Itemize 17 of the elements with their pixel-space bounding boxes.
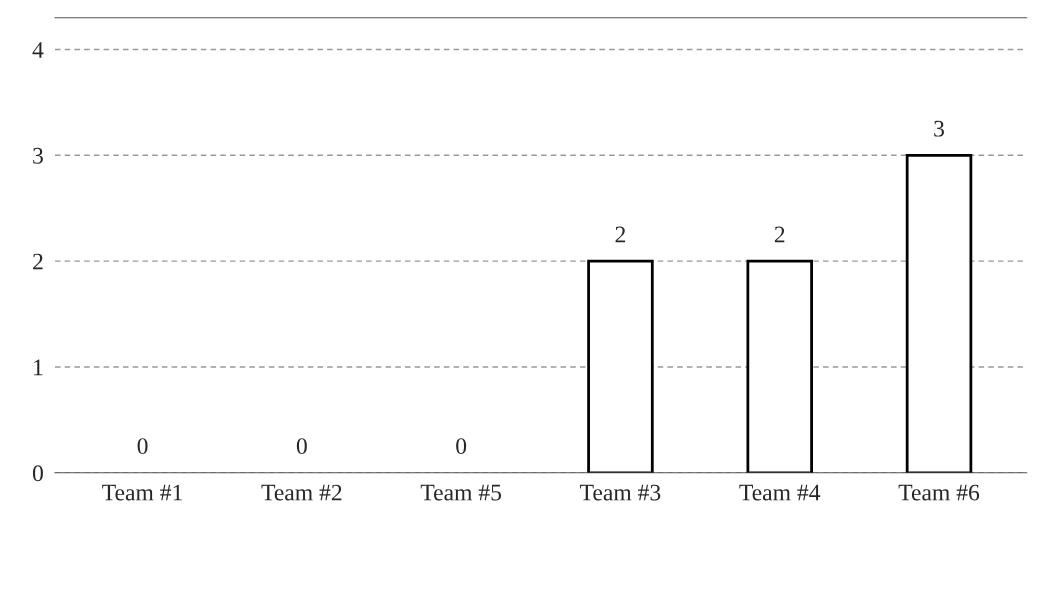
x-tick-label: Team #3 — [580, 484, 661, 501]
y-tick-label: 2 — [33, 253, 43, 270]
data-label: 0 — [137, 438, 148, 455]
x-tick-label: Team #5 — [420, 484, 502, 501]
y-tick-label: 4 — [32, 42, 44, 58]
y-tick-label: 1 — [34, 359, 43, 376]
data-label: 3 — [934, 120, 944, 137]
data-label: 0 — [456, 438, 467, 455]
data-label: 2 — [615, 226, 626, 243]
data-label: 2 — [774, 226, 785, 243]
data-label: 0 — [296, 438, 307, 455]
x-tick-label: Team #4 — [739, 484, 821, 501]
x-tick-label: Team #2 — [261, 484, 342, 501]
x-tick-label: Team #6 — [898, 484, 980, 501]
x-tick-label: Team #1 — [102, 484, 182, 501]
y-tick-label: 3 — [33, 147, 43, 164]
y-tick-label: 0 — [32, 465, 43, 482]
